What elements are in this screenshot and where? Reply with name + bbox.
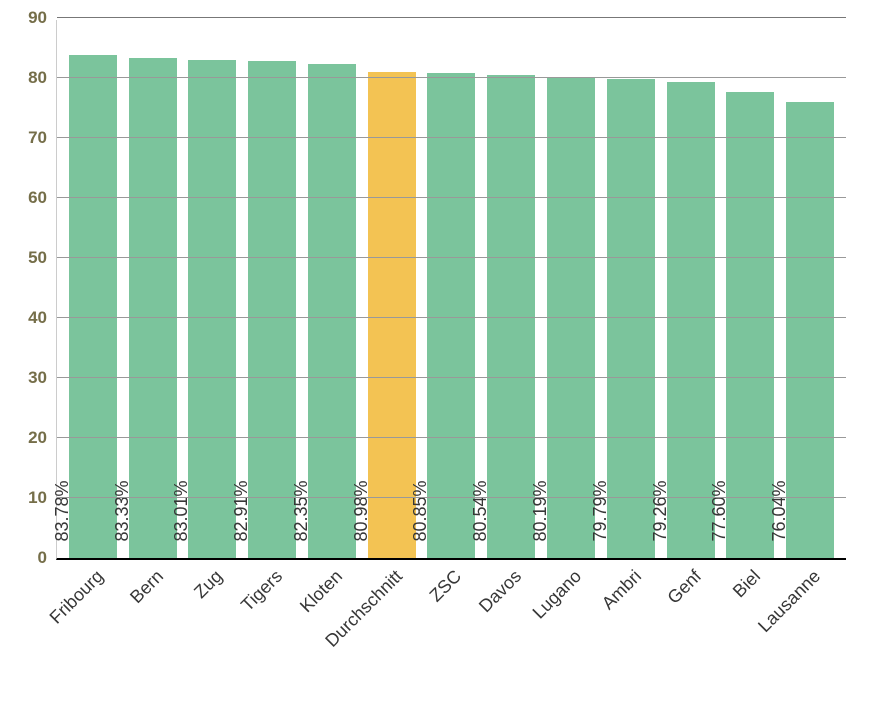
x-axis-label-text: Genf (663, 566, 705, 608)
y-axis-label: 0 (38, 548, 57, 568)
bar-value-label: 76.04% (769, 480, 790, 541)
y-axis-label: 10 (28, 488, 57, 508)
bar-chart: 83.78%83.33%83.01%82.91%82.35%80.98%80.8… (0, 0, 873, 716)
x-axis-label: Fribourg (64, 558, 122, 678)
x-axis-label-text: Zug (190, 566, 227, 603)
bar-value-label: 80.98% (351, 480, 372, 541)
gridline (57, 137, 846, 138)
y-axis-label: 30 (28, 368, 57, 388)
gridline (57, 17, 846, 18)
bar-value-label: 83.33% (112, 480, 133, 541)
bar-value-label: 83.01% (171, 480, 192, 541)
x-axis-label: Bern (124, 558, 182, 678)
x-axis-label: Lausanne (781, 558, 839, 678)
x-axis-label-text: Davos (475, 566, 526, 617)
x-axis-label: Lugano (542, 558, 600, 678)
x-axis-label: Tigers (243, 558, 301, 678)
x-axis-label: Davos (482, 558, 540, 678)
bar-value-label: 82.91% (231, 480, 252, 541)
x-axis-label-text: Kloten (296, 566, 347, 617)
y-axis-label: 50 (28, 248, 57, 268)
gridline (57, 437, 846, 438)
bar-value-label: 77.60% (709, 480, 730, 541)
y-axis-label: 70 (28, 128, 57, 148)
y-axis-label: 80 (28, 68, 57, 88)
bar: 79.79% (607, 79, 655, 558)
y-axis-label: 40 (28, 308, 57, 328)
x-axis-label-text: Ambri (598, 566, 646, 614)
bar: 83.01% (188, 60, 236, 558)
gridline (57, 77, 846, 78)
x-axis-label-text: Biel (729, 566, 765, 602)
gridline (57, 317, 846, 318)
bar-value-label: 79.79% (590, 480, 611, 541)
bar-value-label: 80.19% (530, 480, 551, 541)
gridline (57, 497, 846, 498)
bar-value-label: 82.35% (291, 480, 312, 541)
x-axis-label: Ambri (602, 558, 660, 678)
plot-area: 83.78%83.33%83.01%82.91%82.35%80.98%80.8… (56, 20, 846, 560)
bar: 83.78% (69, 55, 117, 558)
y-axis-label: 60 (28, 188, 57, 208)
bar: 82.35% (308, 64, 356, 558)
bar-value-label: 80.85% (410, 480, 431, 541)
gridline (57, 377, 846, 378)
x-axis-label-text: Fribourg (45, 566, 107, 628)
bar-value-label: 79.26% (650, 480, 671, 541)
bar: 76.04% (786, 102, 834, 558)
x-axis-label-text: Tigers (237, 566, 287, 616)
y-axis-label: 20 (28, 428, 57, 448)
bar-slot: 76.04% (781, 102, 839, 558)
x-axis-label: Durchschnitt (363, 558, 421, 678)
bar-value-label: 80.54% (470, 480, 491, 541)
bar: 82.91% (248, 61, 296, 558)
x-axis-label-text: Bern (126, 566, 168, 608)
x-axis-label: ZSC (422, 558, 480, 678)
bars-container: 83.78%83.33%83.01%82.91%82.35%80.98%80.8… (57, 20, 846, 558)
bar: 79.26% (667, 82, 715, 558)
gridline (57, 197, 846, 198)
x-axis-label-text: ZSC (426, 566, 466, 606)
bar: 80.85% (427, 73, 475, 558)
xlabels-container: FribourgBern Zug TigersKloten DurchschnittZ… (57, 558, 846, 678)
bar: 77.60% (726, 92, 774, 558)
y-axis-label: 90 (28, 8, 57, 28)
x-axis-label: Genf (662, 558, 720, 678)
bar: 83.33% (129, 58, 177, 558)
x-axis-label: Zug (183, 558, 241, 678)
gridline (57, 257, 846, 258)
bar-highlight: 80.98% (368, 72, 416, 558)
